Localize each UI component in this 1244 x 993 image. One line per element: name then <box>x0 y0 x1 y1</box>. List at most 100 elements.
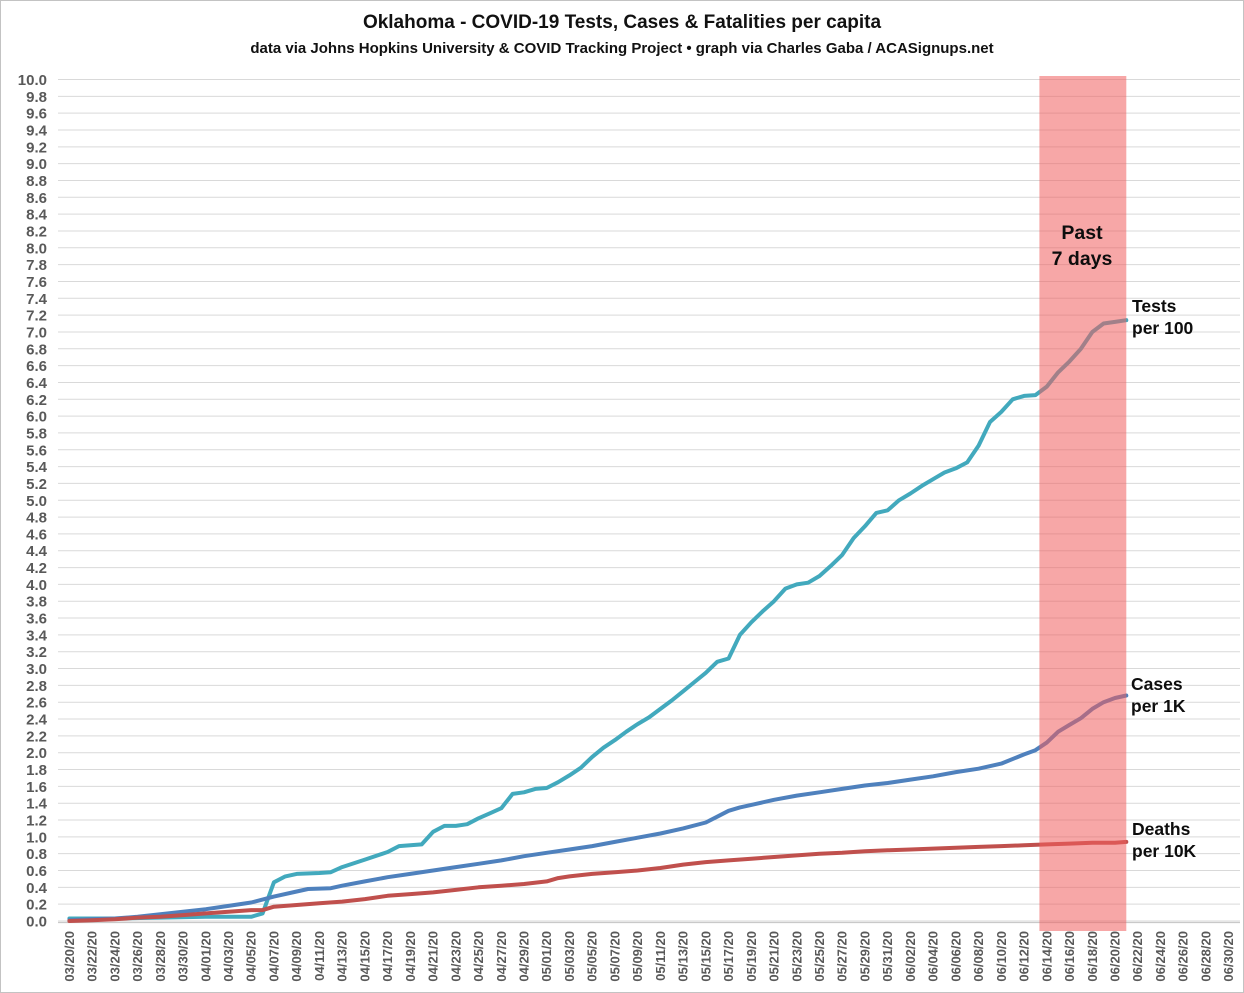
svg-text:1.4: 1.4 <box>26 796 48 813</box>
svg-text:06/20/20: 06/20/20 <box>1107 931 1122 982</box>
svg-text:04/09/20: 04/09/20 <box>289 931 304 982</box>
svg-text:05/07/20: 05/07/20 <box>607 931 622 982</box>
svg-text:04/05/20: 04/05/20 <box>244 931 259 982</box>
svg-text:05/03/20: 05/03/20 <box>562 931 577 982</box>
svg-text:4.2: 4.2 <box>26 560 47 577</box>
svg-text:9.0: 9.0 <box>26 156 47 173</box>
chart-subtitle: data via Johns Hopkins University & COVI… <box>250 40 994 57</box>
svg-text:04/15/20: 04/15/20 <box>357 931 372 982</box>
svg-text:7.2: 7.2 <box>26 308 47 325</box>
svg-text:4.0: 4.0 <box>26 577 47 594</box>
svg-text:04/01/20: 04/01/20 <box>198 931 213 982</box>
svg-text:9.2: 9.2 <box>26 139 47 156</box>
svg-text:06/18/20: 06/18/20 <box>1085 931 1100 982</box>
svg-text:1.6: 1.6 <box>26 779 47 796</box>
svg-text:2.6: 2.6 <box>26 695 47 712</box>
svg-text:0.2: 0.2 <box>26 897 47 914</box>
svg-text:10.0: 10.0 <box>18 72 47 89</box>
svg-text:9.8: 9.8 <box>26 89 47 106</box>
series-label-cases-per-1k: Cases per 1K <box>1131 674 1186 716</box>
svg-text:05/05/20: 05/05/20 <box>585 931 600 982</box>
svg-text:05/01/20: 05/01/20 <box>539 931 554 982</box>
svg-text:06/24/20: 06/24/20 <box>1153 931 1168 982</box>
svg-text:2.0: 2.0 <box>26 745 47 762</box>
highlight-band-label: Past 7 days <box>1051 222 1113 270</box>
svg-text:05/11/20: 05/11/20 <box>653 931 668 981</box>
svg-text:3.4: 3.4 <box>26 627 48 644</box>
series-label-tests-per-100: Tests per 100 <box>1132 296 1194 338</box>
svg-text:04/27/20: 04/27/20 <box>494 931 509 982</box>
svg-text:05/17/20: 05/17/20 <box>721 931 736 982</box>
chart-title: Oklahoma - COVID-19 Tests, Cases & Fatal… <box>362 12 882 33</box>
svg-text:03/28/20: 03/28/20 <box>153 931 168 982</box>
svg-text:04/17/20: 04/17/20 <box>380 931 395 982</box>
svg-text:05/27/20: 05/27/20 <box>835 931 850 982</box>
svg-text:05/19/20: 05/19/20 <box>744 931 759 982</box>
svg-text:5.4: 5.4 <box>26 459 48 476</box>
svg-text:8.8: 8.8 <box>26 173 47 190</box>
svg-text:05/09/20: 05/09/20 <box>630 931 645 982</box>
svg-text:6.6: 6.6 <box>26 358 47 375</box>
svg-text:6.2: 6.2 <box>26 392 47 409</box>
svg-text:04/13/20: 04/13/20 <box>335 931 350 982</box>
svg-text:06/10/20: 06/10/20 <box>994 931 1009 982</box>
svg-text:04/07/20: 04/07/20 <box>266 931 281 982</box>
svg-text:03/24/20: 03/24/20 <box>107 931 122 982</box>
svg-text:0.0: 0.0 <box>26 914 47 931</box>
svg-text:3.0: 3.0 <box>26 661 47 678</box>
svg-text:0.8: 0.8 <box>26 846 47 863</box>
svg-text:5.2: 5.2 <box>26 476 47 493</box>
svg-text:06/06/20: 06/06/20 <box>948 931 963 982</box>
svg-text:03/26/20: 03/26/20 <box>130 931 145 982</box>
series-label-deaths-per-10k: Deaths per 10K <box>1132 819 1197 861</box>
svg-text:06/12/20: 06/12/20 <box>1017 931 1032 982</box>
svg-text:05/29/20: 05/29/20 <box>857 931 872 982</box>
svg-text:7.4: 7.4 <box>26 291 48 308</box>
svg-text:4.8: 4.8 <box>26 510 47 527</box>
svg-text:1.8: 1.8 <box>26 762 47 779</box>
svg-text:4.6: 4.6 <box>26 526 47 543</box>
svg-text:5.6: 5.6 <box>26 442 47 459</box>
svg-text:06/02/20: 06/02/20 <box>903 931 918 982</box>
svg-text:9.4: 9.4 <box>26 122 48 139</box>
svg-text:7.6: 7.6 <box>26 274 47 291</box>
svg-text:06/28/20: 06/28/20 <box>1198 931 1213 982</box>
svg-text:04/23/20: 04/23/20 <box>448 931 463 982</box>
svg-text:9.6: 9.6 <box>26 106 47 123</box>
svg-text:03/30/20: 03/30/20 <box>176 931 191 982</box>
svg-text:5.8: 5.8 <box>26 425 47 442</box>
svg-text:05/23/20: 05/23/20 <box>789 931 804 982</box>
svg-text:04/03/20: 04/03/20 <box>221 931 236 982</box>
svg-text:3.6: 3.6 <box>26 611 47 628</box>
svg-text:7.8: 7.8 <box>26 257 47 274</box>
svg-text:05/21/20: 05/21/20 <box>767 931 782 982</box>
svg-text:06/16/20: 06/16/20 <box>1062 931 1077 982</box>
svg-text:06/26/20: 06/26/20 <box>1176 931 1191 982</box>
svg-text:8.0: 8.0 <box>26 240 47 257</box>
svg-text:03/20/20: 03/20/20 <box>62 931 77 982</box>
svg-text:2.8: 2.8 <box>26 678 47 695</box>
svg-text:2.4: 2.4 <box>26 712 48 729</box>
svg-text:0.4: 0.4 <box>26 880 48 897</box>
svg-text:04/21/20: 04/21/20 <box>426 931 441 982</box>
svg-text:4.4: 4.4 <box>26 543 48 560</box>
svg-text:06/22/20: 06/22/20 <box>1130 931 1145 982</box>
svg-text:05/25/20: 05/25/20 <box>812 931 827 982</box>
svg-text:04/29/20: 04/29/20 <box>516 931 531 982</box>
svg-text:8.2: 8.2 <box>26 223 47 240</box>
svg-text:1.2: 1.2 <box>26 813 47 830</box>
svg-text:04/19/20: 04/19/20 <box>403 931 418 982</box>
svg-text:7.0: 7.0 <box>26 324 47 341</box>
svg-text:3.8: 3.8 <box>26 594 47 611</box>
svg-text:04/11/20: 04/11/20 <box>312 931 327 981</box>
svg-text:5.0: 5.0 <box>26 493 47 510</box>
svg-text:06/08/20: 06/08/20 <box>971 931 986 982</box>
svg-text:05/13/20: 05/13/20 <box>676 931 691 982</box>
svg-text:3.2: 3.2 <box>26 644 47 661</box>
svg-text:05/15/20: 05/15/20 <box>698 931 713 982</box>
svg-text:06/04/20: 06/04/20 <box>926 931 941 982</box>
svg-text:6.8: 6.8 <box>26 341 47 358</box>
svg-text:6.0: 6.0 <box>26 409 47 426</box>
